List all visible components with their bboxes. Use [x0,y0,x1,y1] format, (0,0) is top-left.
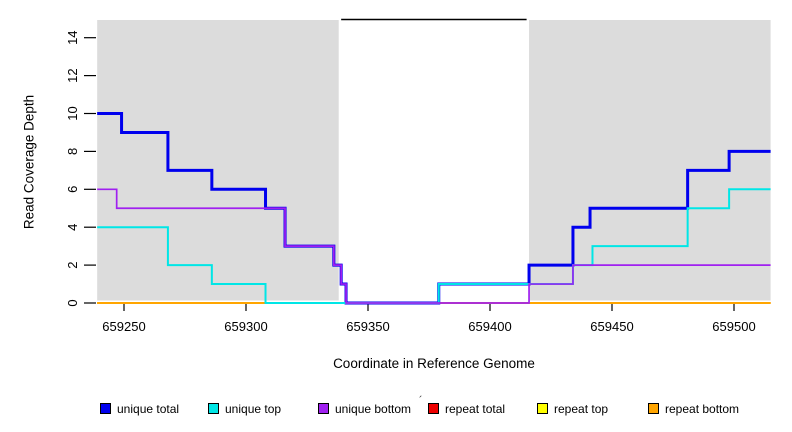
y-tick-label: 2 [65,261,80,268]
x-tick-label: 659400 [468,319,511,334]
series-unique-bottom [97,188,771,304]
y-tick-label: 14 [65,30,80,44]
y-tick-label: 6 [65,186,80,193]
x-tick-label: 659350 [346,319,389,334]
y-axis-title: Read Coverage Depth [21,94,37,230]
shaded-repeat-region [529,20,771,301]
y-tick-label: 12 [65,68,80,82]
y-tick-label: 8 [65,148,80,155]
series-unique-top [97,188,771,304]
x-tick-label: 659500 [712,319,755,334]
y-tick-label: 4 [65,224,80,231]
x-tick-label: 659450 [590,319,633,334]
x-axis-title: Coordinate in Reference Genome [333,356,535,371]
shaded-repeat-region [97,20,339,301]
y-tick-label: 0 [65,299,80,306]
x-tick-label: 659250 [102,319,145,334]
y-tick-label: 10 [65,106,80,120]
x-tick-label: 659300 [224,319,267,334]
legend-artifact-mark: ´ [419,395,423,407]
